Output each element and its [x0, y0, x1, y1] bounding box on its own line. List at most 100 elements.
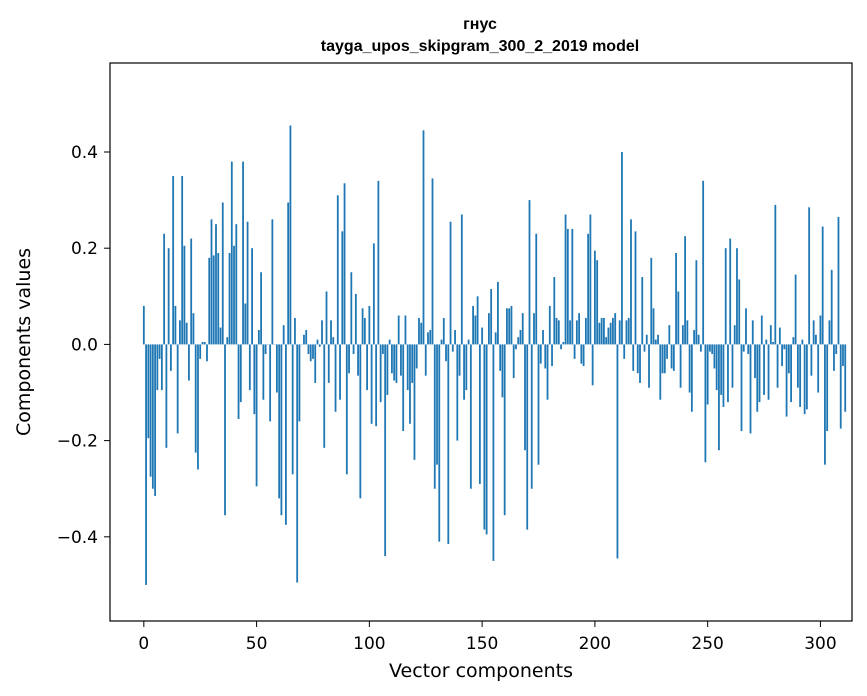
bar-212 [621, 151, 623, 345]
bar-196 [584, 317, 587, 345]
y-tick-label: −0.4 [57, 528, 98, 548]
bar-89 [343, 183, 346, 345]
bar-208 [612, 317, 614, 345]
bar-19 [185, 322, 188, 345]
y-tick-label: 0.2 [71, 239, 98, 259]
bar-293 [803, 344, 806, 415]
bar-301 [821, 226, 824, 345]
x-tick-label: 150 [466, 634, 498, 654]
bar-15 [176, 344, 179, 434]
bar-35 [221, 202, 224, 345]
bar-267 [745, 308, 747, 345]
bar-3 [149, 344, 152, 477]
bar-45 [244, 303, 247, 345]
bar-82 [327, 344, 330, 383]
bar-157 [497, 281, 499, 345]
bar-39 [230, 161, 233, 345]
bar-23 [194, 344, 197, 453]
bar-9 [163, 233, 166, 345]
bar-132 [440, 339, 443, 345]
bar-294 [805, 344, 808, 410]
bar-228 [657, 334, 659, 345]
bar-74 [309, 344, 312, 362]
bar-131 [438, 344, 441, 542]
bar-249 [704, 344, 707, 463]
bar-73 [307, 344, 310, 355]
bar-177 [542, 329, 544, 345]
bar-235 [672, 344, 675, 371]
bar-37 [226, 337, 229, 345]
bar-269 [749, 344, 752, 434]
bar-139 [456, 344, 459, 441]
bar-79 [321, 320, 323, 345]
bar-87 [339, 344, 341, 400]
bar-277 [767, 344, 770, 400]
bar-226 [652, 308, 655, 345]
bar-76 [314, 344, 317, 383]
bar-189 [569, 320, 571, 345]
bar-173 [533, 313, 535, 345]
bar-57 [271, 219, 274, 345]
bar-172 [530, 344, 533, 489]
bar-224 [648, 344, 650, 388]
bar-240 [684, 236, 686, 345]
bar-276 [765, 339, 768, 345]
bar-8 [160, 344, 163, 391]
bar-311 [844, 344, 847, 412]
bar-259 [727, 344, 729, 403]
bar-129 [433, 344, 436, 489]
bar-190 [571, 228, 574, 345]
bar-170 [526, 344, 529, 530]
bar-244 [693, 329, 696, 345]
bar-254 [715, 344, 718, 391]
bar-109 [388, 339, 391, 345]
bar-40 [233, 245, 235, 345]
bar-282 [778, 327, 781, 345]
bar-83 [330, 320, 332, 345]
bar-272 [756, 344, 759, 412]
bar-186 [562, 342, 565, 345]
bar-44 [242, 161, 244, 345]
bar-68 [296, 344, 299, 583]
bar-287 [790, 344, 792, 403]
bar-188 [566, 228, 569, 345]
x-tick-label: 200 [579, 634, 611, 654]
bar-255 [718, 344, 720, 451]
bar-246 [697, 334, 700, 345]
bar-26 [201, 342, 204, 345]
bar-152 [485, 344, 488, 535]
bar-36 [224, 344, 226, 516]
bar-299 [817, 344, 820, 393]
bar-292 [801, 339, 804, 345]
bar-193 [578, 313, 580, 345]
bar-69 [298, 344, 301, 422]
bar-296 [810, 344, 813, 376]
bar-166 [517, 337, 520, 345]
bar-279 [772, 342, 774, 345]
bar-219 [636, 344, 639, 374]
bar-20 [188, 344, 190, 381]
bar-111 [393, 344, 396, 381]
bar-51 [257, 329, 260, 345]
bar-265 [740, 344, 743, 431]
bar-141 [460, 214, 463, 345]
bar-115 [402, 344, 405, 431]
bar-306 [833, 344, 835, 371]
bar-91 [348, 344, 350, 374]
bar-180 [548, 305, 551, 345]
bar-181 [551, 344, 553, 367]
bar-64 [287, 202, 290, 345]
bar-113 [397, 315, 400, 345]
bar-214 [625, 320, 628, 345]
bar-159 [501, 344, 504, 398]
bar-154 [490, 289, 493, 345]
bar-297 [812, 320, 815, 345]
bar-290 [796, 344, 799, 388]
bar-137 [451, 344, 454, 352]
bar-175 [537, 344, 540, 465]
bar-167 [519, 329, 522, 345]
bar-271 [754, 344, 756, 379]
bar-5 [154, 344, 156, 496]
